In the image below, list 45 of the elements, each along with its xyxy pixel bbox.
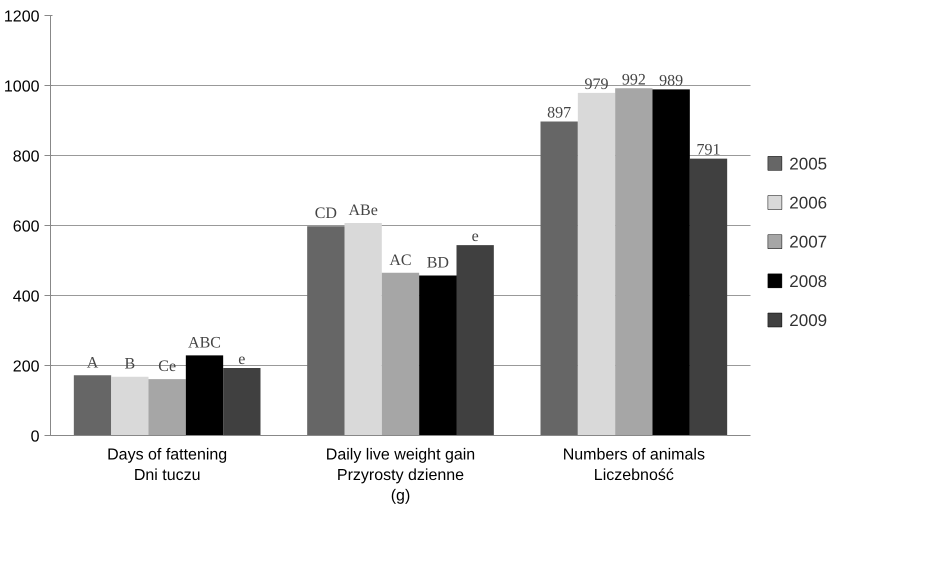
bar: [540, 122, 578, 436]
legend-label: 2008: [789, 272, 828, 291]
bar: [223, 368, 260, 436]
data-label: 992: [622, 71, 646, 88]
x-tick-label: Daily live weight gain Przyrosty dzienne (g): [326, 446, 476, 504]
bar: [148, 379, 186, 436]
x-tick-label: Days of fattening Dni tuczu: [107, 446, 228, 484]
bar: [615, 88, 652, 436]
bar: [382, 272, 420, 436]
data-label: BD: [426, 254, 449, 272]
data-label: 979: [584, 76, 608, 93]
data-label: AC: [389, 252, 412, 269]
data-label: e: [238, 350, 246, 368]
y-tick-label: 400: [12, 288, 40, 306]
x-tick-label: Numbers of animals Liczebność: [562, 446, 705, 484]
bar: [690, 158, 728, 436]
y-tick-label: 0: [30, 428, 40, 446]
data-label: A: [86, 354, 99, 372]
data-label: ABC: [188, 334, 221, 352]
data-label: 897: [547, 104, 572, 122]
data-label: e: [472, 228, 479, 246]
data-label: ABe: [348, 202, 378, 220]
legend-label: 2007: [789, 232, 828, 252]
y-tick-label: 1000: [4, 78, 40, 96]
data-label: 791: [696, 142, 720, 159]
legend-label: 2009: [789, 311, 828, 330]
y-tick-label: 200: [12, 358, 40, 376]
bar: [111, 376, 148, 436]
legend-label: 2006: [789, 194, 828, 213]
bar: [344, 223, 382, 436]
bar: [456, 245, 494, 436]
y-tick-label: 600: [12, 218, 40, 236]
bar: [578, 92, 616, 436]
bar: [652, 89, 690, 436]
bar: [186, 355, 224, 436]
y-tick-label: 1200: [4, 8, 40, 26]
bar: [419, 276, 456, 436]
data-label: B: [124, 356, 136, 373]
data-label: 989: [659, 72, 684, 90]
bar: [307, 226, 344, 436]
data-label: Ce: [158, 358, 176, 376]
legend-label: 2005: [789, 154, 828, 174]
data-label: CD: [314, 205, 337, 222]
bar: [74, 375, 112, 436]
y-tick-label: 800: [12, 148, 40, 166]
